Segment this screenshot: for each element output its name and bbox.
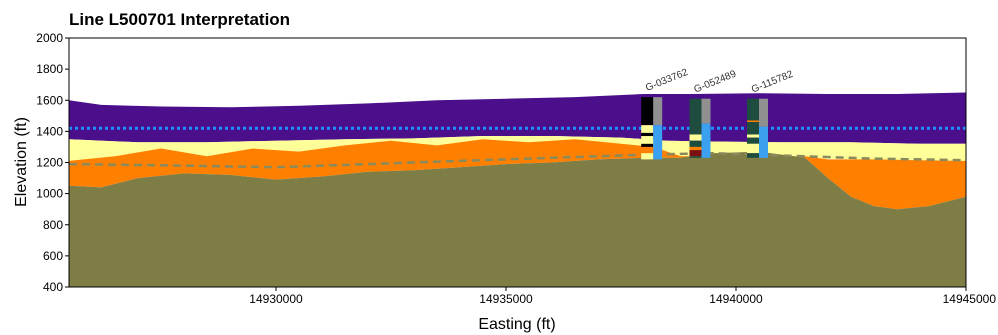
- well-lithology-segment: [689, 134, 702, 141]
- y-axis-label: Elevation (ft): [13, 117, 30, 207]
- well-label: G-052489: [693, 68, 739, 95]
- layer-group: [69, 92, 966, 287]
- well-lithology-segment: [747, 134, 759, 138]
- well-lithology-segment: [689, 98, 702, 135]
- well-sensor-segment: [701, 123, 711, 158]
- well-sensor-segment: [653, 97, 663, 126]
- y-tick-label: 1000: [36, 187, 63, 201]
- well-lithology-segment: [689, 140, 702, 147]
- well-lithology-segment: [641, 125, 654, 133]
- well-label: G-033762: [644, 67, 690, 94]
- well-lithology-segment: [747, 98, 759, 121]
- well-lithology-segment: [747, 120, 759, 123]
- well-lithology-segment: [641, 143, 654, 147]
- well-lithology-segment: [641, 97, 654, 126]
- well-lithology-segment: [747, 153, 759, 158]
- chart-title: Line L500701 Interpretation: [69, 10, 291, 29]
- x-tick-label: 14940000: [709, 292, 763, 306]
- well-sensor-segment: [653, 125, 663, 160]
- x-tick-label: 14930000: [249, 292, 303, 306]
- y-tick-label: 600: [43, 249, 63, 263]
- y-tick-label: 800: [43, 218, 63, 232]
- y-tick-label: 2000: [36, 31, 63, 45]
- line-group: [69, 126, 966, 169]
- well-lithology-segment: [641, 136, 654, 144]
- well-lithology-segment: [689, 146, 702, 151]
- well-sensor-segment: [759, 98, 768, 127]
- well-sensor-segment: [701, 98, 711, 124]
- y-tick-label: 1200: [36, 156, 63, 170]
- x-axis: 14930000 14935000 14940000 14945000: [249, 287, 996, 306]
- well-lithology-segment: [641, 132, 654, 137]
- well-lithology-segment: [747, 143, 759, 154]
- well-sensor-segment: [759, 126, 768, 158]
- well-lithology-segment: [641, 153, 654, 160]
- y-tick-label: 1800: [36, 62, 63, 76]
- well-lithology-segment: [747, 122, 759, 135]
- well-lithology-segment: [689, 156, 702, 158]
- well-lithology-segment: [689, 150, 702, 157]
- well-lithology-segment: [641, 146, 654, 154]
- layer-bedrock: [69, 151, 966, 287]
- well-label: G-115782: [750, 69, 795, 96]
- x-tick-label: 14935000: [479, 292, 533, 306]
- x-axis-label: Easting (ft): [478, 316, 555, 333]
- layer-surface: [69, 92, 966, 144]
- y-axis: 400 600 800 1000 1200 1400 1600 1800 2000: [36, 31, 69, 294]
- y-tick-label: 1600: [36, 93, 63, 107]
- dashed-contact-line: [69, 151, 966, 169]
- x-tick-label: 14945000: [943, 292, 997, 306]
- y-tick-label: 400: [43, 280, 63, 294]
- well-lithology-segment: [747, 137, 759, 144]
- y-tick-label: 1400: [36, 124, 63, 138]
